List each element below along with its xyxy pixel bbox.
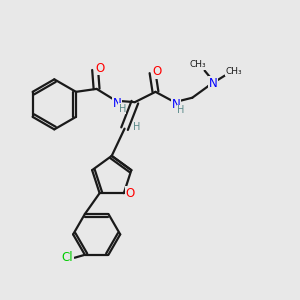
- Text: H: H: [177, 105, 185, 116]
- Text: N: N: [208, 76, 217, 89]
- Text: CH₃: CH₃: [225, 67, 242, 76]
- Text: H: H: [133, 122, 140, 132]
- Text: CH₃: CH₃: [190, 60, 206, 69]
- Text: O: O: [95, 62, 104, 75]
- Text: Cl: Cl: [61, 251, 73, 264]
- Text: H: H: [118, 104, 126, 114]
- Text: O: O: [152, 65, 162, 78]
- Text: O: O: [126, 187, 135, 200]
- Text: N: N: [113, 97, 122, 110]
- Text: N: N: [172, 98, 181, 111]
